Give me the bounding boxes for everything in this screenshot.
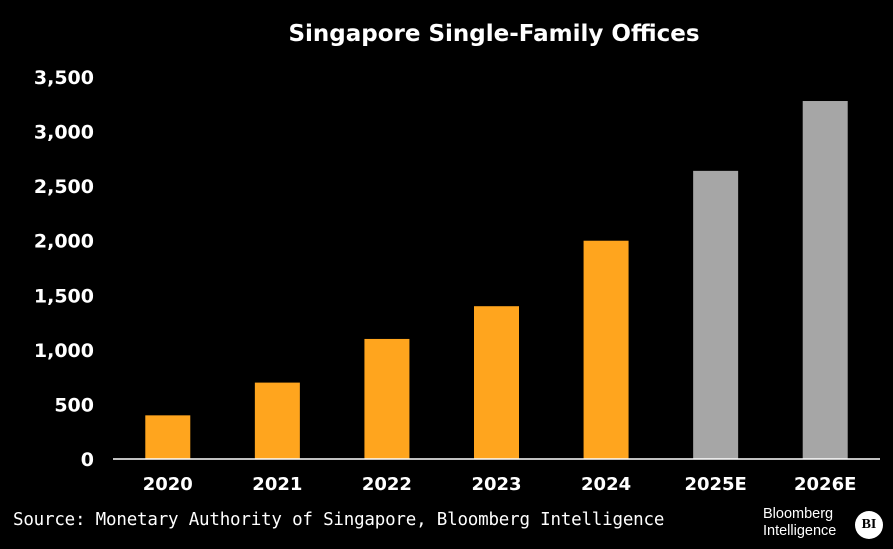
bars-group [145,101,848,460]
bar-2020 [145,415,191,459]
y-tick-label: 2,000 [34,231,94,253]
bi-badge-icon: BI [855,511,883,539]
x-tick-label: 2026E [794,474,856,495]
bar-2021 [254,382,300,459]
x-tick-label: 2020 [143,474,193,495]
x-tick-label: 2023 [471,474,521,495]
y-tick-label: 3,000 [34,122,94,144]
y-tick-label: 3,500 [34,67,94,89]
x-tick-label: 2022 [362,474,412,495]
bar-2025e [693,170,739,459]
x-tick-label: 2024 [581,474,631,495]
bloomberg-intelligence-logo: Bloomberg Intelligence BI [763,506,887,546]
bar-2023 [474,306,519,459]
x-tick-label: 2021 [252,474,302,495]
x-tick-label: 2025E [684,474,746,495]
bar-2024 [583,240,629,459]
y-tick-label: 0 [81,449,94,471]
bar-2026e [802,101,848,460]
y-tick-label: 2,500 [34,176,94,198]
bar-2022 [364,338,410,459]
y-tick-label: 500 [54,394,94,416]
x-axis: 2020 2021 2022 2023 2024 2025E 2026E [143,474,857,495]
brand-text: Bloomberg Intelligence [763,506,837,539]
y-tick-label: 1,000 [34,340,94,362]
source-note: Source: Monetary Authority of Singapore,… [13,510,665,530]
y-axis: 0 500 1,000 1,500 2,000 2,500 3,000 3,500 [34,67,94,471]
y-tick-label: 1,500 [34,285,94,307]
chart-title: Singapore Single-Family Offices [288,21,699,47]
